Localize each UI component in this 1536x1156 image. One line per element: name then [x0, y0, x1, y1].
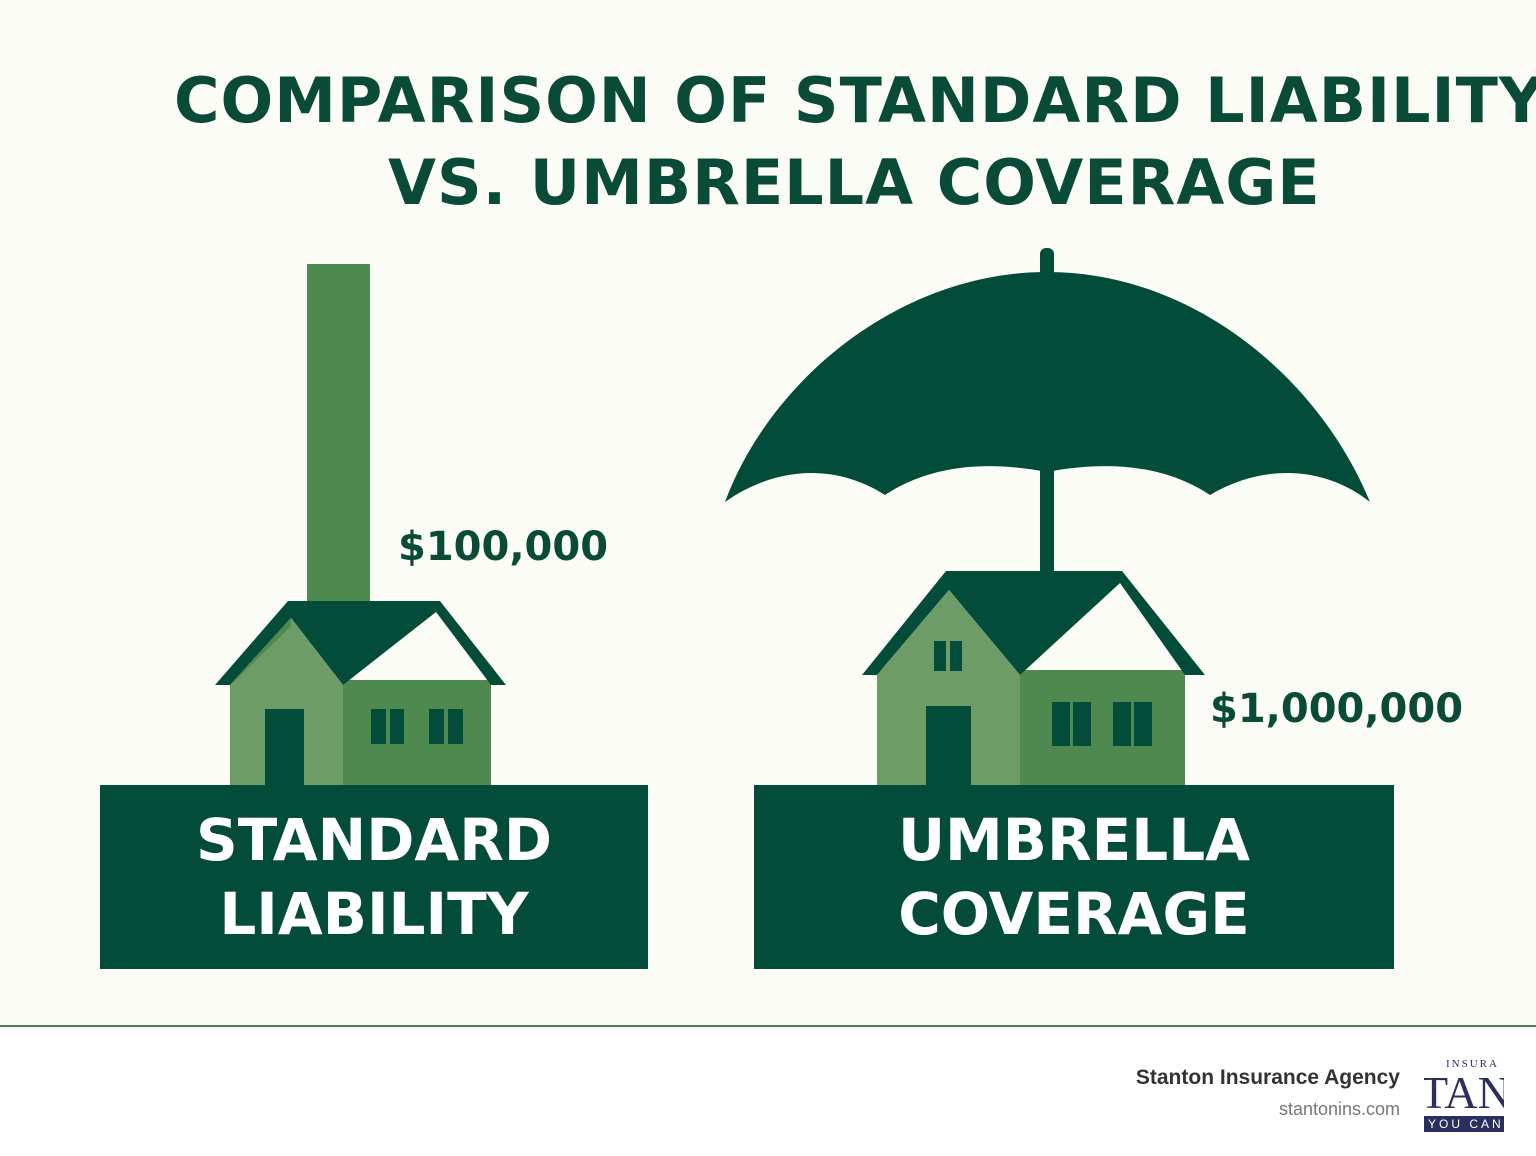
title-line-1: COMPARISON OF STANDARD LIABILITY: [174, 64, 1536, 137]
label-line: UMBRELLA: [897, 806, 1251, 874]
footer: [0, 1025, 1536, 1156]
umbrella-amount: $1,000,000: [1210, 686, 1464, 732]
house-roof: [862, 571, 1205, 675]
house-door: [265, 709, 304, 785]
agency-logo: INSURA TAN YOU CAN: [1424, 1058, 1504, 1134]
agency-website[interactable]: stantonins.com: [1278, 1099, 1400, 1119]
house-attic-window: [934, 641, 946, 671]
title-line-2: VS. UMBRELLA COVERAGE: [388, 146, 1321, 219]
label-line: LIABILITY: [219, 880, 529, 948]
standard-amount: $100,000: [398, 524, 609, 570]
house-window: [1113, 702, 1131, 746]
house-right-wall: [343, 680, 491, 785]
standard-liability-label: STANDARD LIABILITY: [100, 785, 648, 969]
label-line: STANDARD: [195, 806, 553, 874]
house-window: [1052, 702, 1070, 746]
label-line: COVERAGE: [898, 880, 1250, 948]
coverage-bar-standard: [307, 264, 370, 604]
house-window: [429, 709, 444, 744]
agency-name: Stanton Insurance Agency: [1135, 1066, 1400, 1089]
house-right-wall: [1020, 670, 1185, 785]
house-roof: [215, 601, 506, 685]
umbrella-tip: [1040, 248, 1054, 278]
house-door: [926, 706, 971, 785]
umbrella-canopy: [725, 272, 1370, 502]
umbrella-coverage-label: UMBRELLA COVERAGE: [754, 785, 1394, 969]
house-window: [371, 709, 386, 744]
